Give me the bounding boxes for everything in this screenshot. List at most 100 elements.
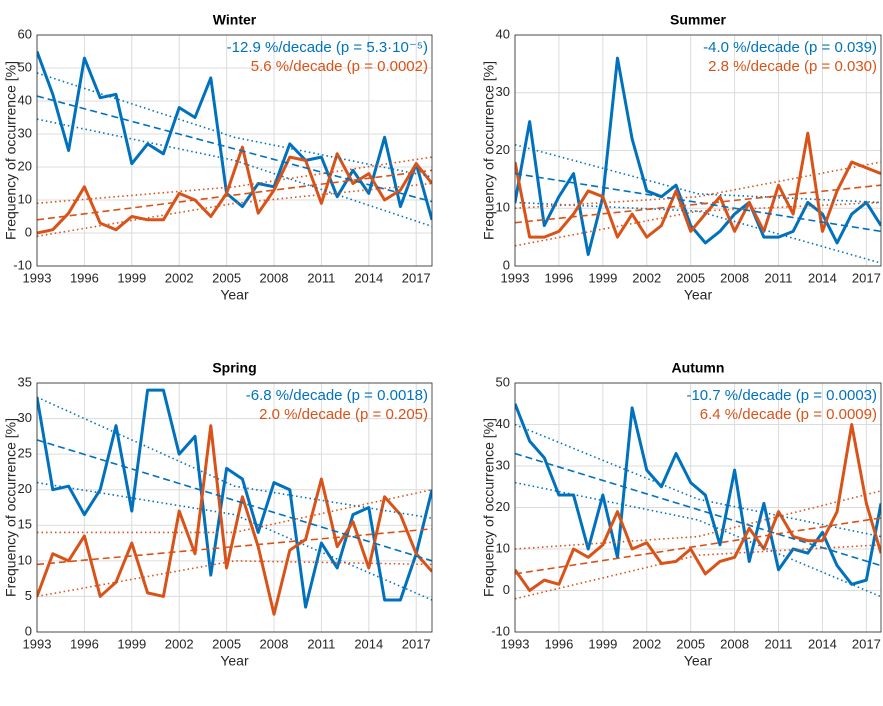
y-tick-label: -10: [13, 257, 32, 272]
trend-line: [37, 72, 432, 178]
y-tick-label: 15: [18, 517, 32, 532]
axes-box: [36, 34, 433, 267]
data-line: [37, 388, 432, 609]
plot-content: [37, 388, 432, 616]
trend-line: [515, 184, 881, 224]
trend-line: [37, 156, 432, 205]
trend-line: [515, 517, 881, 575]
x-tick-label: 1996: [70, 636, 99, 651]
plot-content: [37, 50, 432, 238]
trend-line: [37, 439, 432, 562]
plot-content: [515, 403, 881, 600]
data-line: [515, 131, 881, 239]
y-tick-label: 10: [496, 200, 510, 215]
chart-title: Autumn: [672, 360, 725, 376]
annotation: 5.6 %/decade (p = 0.0002): [251, 58, 428, 75]
x-tick-label: 2017: [402, 270, 431, 285]
x-axis-label: Year: [220, 287, 249, 303]
trend-line: [37, 528, 432, 566]
y-axis-label: Frequency of occurrence [%]: [481, 418, 497, 597]
y-tick-label: 30: [18, 125, 32, 140]
axes-box: [514, 34, 882, 267]
x-tick-label: 2017: [852, 270, 881, 285]
x-tick-label: 1993: [23, 636, 52, 651]
y-tick-label: 30: [18, 410, 32, 425]
y-axis-label: Frequency of occurrence [%]: [3, 61, 19, 240]
y-tick-label: 30: [496, 84, 510, 99]
x-tick-label: 2005: [212, 270, 241, 285]
x-tick-label: 2008: [720, 636, 749, 651]
x-tick-label: 2008: [260, 636, 289, 651]
y-tick-label: 10: [18, 552, 32, 567]
y-tick-label: 50: [18, 59, 32, 74]
x-tick-label: 2014: [808, 270, 837, 285]
chart-title: Spring: [212, 360, 256, 376]
x-tick-label: 1999: [588, 636, 617, 651]
plot-content: [515, 56, 881, 264]
annotation: -12.9 %/decade (p = 5.3·10⁻⁵): [227, 39, 428, 56]
x-tick-label: 1996: [544, 636, 573, 651]
x-tick-label: 2002: [632, 636, 661, 651]
x-tick-label: 2014: [808, 636, 837, 651]
x-tick-label: 2002: [165, 270, 194, 285]
y-tick-label: 60: [18, 26, 32, 41]
y-tick-label: 30: [496, 457, 510, 472]
x-axis-label: Year: [684, 287, 713, 303]
axes-box: [36, 382, 433, 633]
x-tick-label: 1993: [23, 270, 52, 285]
annotation: 2.8 %/decade (p = 0.030): [708, 58, 877, 75]
x-tick-label: 2014: [354, 270, 383, 285]
x-tick-label: 2005: [676, 270, 705, 285]
chart-title: Winter: [213, 12, 257, 28]
trend-line: [515, 452, 881, 567]
y-axis-label: Frequency of occurrence [%]: [3, 418, 19, 597]
axes-box: [514, 382, 882, 633]
x-tick-label: 2011: [307, 270, 335, 285]
y-tick-label: 40: [496, 416, 510, 431]
annotation: 6.4 %/decade (p = 0.0009): [700, 406, 877, 423]
y-tick-label: 20: [18, 481, 32, 496]
y-tick-label: 0: [503, 582, 510, 597]
x-tick-label: 2011: [765, 270, 793, 285]
x-tick-label: 2005: [676, 636, 705, 651]
x-tick-label: 1999: [588, 270, 617, 285]
y-tick-label: 35: [18, 374, 32, 389]
trend-line: [37, 396, 432, 519]
y-tick-label: 50: [496, 374, 510, 389]
y-tick-label: 10: [18, 191, 32, 206]
y-axis-label: Frequency of occurrence [%]: [481, 61, 497, 240]
annotation: -6.8 %/decade (p = 0.0018): [246, 387, 428, 404]
x-tick-label: 1996: [70, 270, 99, 285]
x-tick-label: 2017: [852, 636, 881, 651]
y-tick-label: 20: [496, 499, 510, 514]
trend-line: [37, 95, 432, 203]
x-tick-label: 2008: [260, 270, 289, 285]
data-line: [37, 424, 432, 616]
x-tick-label: 2017: [402, 636, 431, 651]
x-tick-label: 2002: [165, 636, 194, 651]
annotation: -4.0 %/decade (p = 0.039): [703, 39, 877, 56]
y-tick-label: 0: [25, 623, 32, 638]
trend-line: [515, 143, 881, 204]
y-tick-label: 10: [496, 540, 510, 555]
x-tick-label: 1999: [117, 270, 146, 285]
data-line: [37, 50, 432, 221]
trend-line: [37, 169, 432, 221]
y-tick-label: 40: [18, 92, 32, 107]
x-tick-label: 2014: [354, 636, 383, 651]
y-tick-label: 0: [25, 224, 32, 239]
annotation: -10.7 %/decade (p = 0.0003): [686, 387, 877, 404]
annotation: 2.0 %/decade (p = 0.205): [259, 406, 428, 423]
x-tick-label: 2011: [307, 636, 335, 651]
data-line: [515, 423, 881, 592]
y-tick-label: 20: [496, 142, 510, 157]
data-line: [37, 145, 432, 235]
x-tick-label: 2002: [632, 270, 661, 285]
y-tick-label: 0: [503, 257, 510, 272]
x-tick-label: 1996: [544, 270, 573, 285]
x-tick-label: 1993: [501, 636, 530, 651]
y-tick-label: 5: [25, 588, 32, 603]
x-tick-label: 2011: [765, 636, 793, 651]
